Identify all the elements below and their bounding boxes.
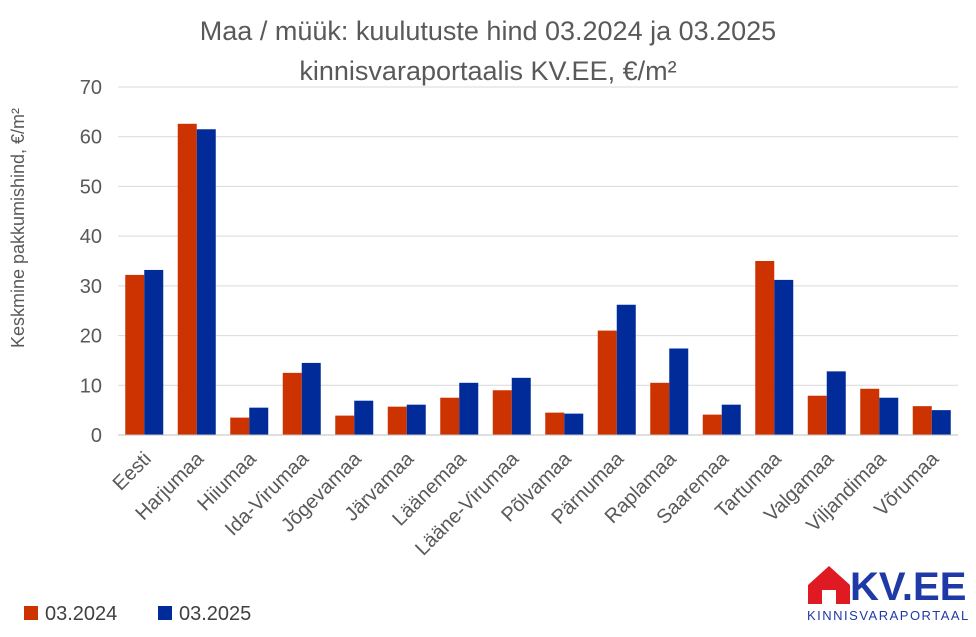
bar-03-2025-8 [564, 413, 584, 435]
bar-03-2025-1 [196, 129, 216, 435]
category-label: Eesti [109, 448, 156, 495]
bar-03-2024-12 [755, 261, 775, 435]
bar-03-2024-1 [177, 123, 197, 435]
bar-03-2025-11 [721, 404, 741, 435]
y-axis-label: Keskmine pakkumishind, €/m² [8, 108, 28, 348]
logo-text: KV.EE [850, 565, 966, 609]
bar-03-2024-14 [860, 388, 880, 435]
legend-label-03-2025: 03.2025 [179, 603, 251, 625]
bar-03-2024-10 [650, 382, 670, 435]
bar-03-2024-13 [807, 395, 827, 435]
bar-03-2025-15 [931, 410, 951, 435]
bar-03-2024-6 [440, 397, 460, 435]
y-tick-label: 60 [80, 127, 102, 149]
bar-03-2024-3 [282, 372, 302, 435]
logo-subtitle: KINNISVARAPORTAAL [807, 608, 970, 623]
bar-03-2024-0 [125, 274, 145, 435]
legend-swatch-03-2024 [24, 606, 38, 620]
legend: 03.2024 03.2025 [24, 603, 251, 625]
bar-03-2024-11 [702, 414, 722, 435]
bar-03-2024-9 [597, 330, 617, 435]
kv-ee-logo: KV.EE KINNISVARAPORTAAL [807, 565, 970, 623]
bar-03-2025-14 [879, 397, 899, 435]
y-tick-label: 0 [91, 425, 102, 447]
legend-swatch-03-2025 [158, 606, 172, 620]
y-tick-label: 40 [80, 226, 102, 248]
bar-03-2025-13 [826, 371, 846, 435]
house-icon [808, 566, 850, 604]
bar-03-2025-6 [459, 382, 479, 435]
bar-03-2025-0 [144, 269, 164, 435]
y-tick-label: 50 [80, 176, 102, 198]
bar-03-2024-2 [230, 417, 250, 435]
bar-03-2025-10 [669, 348, 689, 435]
bar-03-2025-4 [354, 400, 374, 435]
bar-03-2025-9 [616, 304, 636, 435]
bar-03-2024-7 [492, 390, 512, 435]
bar-03-2025-2 [249, 407, 269, 435]
bar-03-2025-5 [406, 404, 426, 435]
x-axis-categories: EestiHarjumaaHiiumaaIda-VirumaaJõgevamaa… [109, 447, 944, 560]
gridlines [118, 86, 958, 386]
y-tick-label: 70 [80, 77, 102, 99]
y-tick-label: 10 [80, 375, 102, 397]
chart-title-line-2: kinnisvaraportaalis KV.EE, €/m² [299, 56, 676, 86]
bars [125, 123, 951, 435]
bar-03-2024-4 [335, 415, 355, 435]
bar-03-2024-15 [912, 406, 932, 435]
y-tick-label: 30 [80, 276, 102, 298]
chart-title-line-1: Maa / müük: kuulutuste hind 03.2024 ja 0… [200, 16, 776, 46]
bar-03-2025-3 [301, 362, 321, 435]
bar-03-2025-12 [774, 279, 794, 435]
y-axis-ticks: 0 10 20 30 40 50 60 70 [80, 77, 102, 447]
bar-03-2024-8 [545, 412, 565, 435]
legend-label-03-2024: 03.2024 [45, 603, 117, 625]
bar-03-2024-5 [387, 406, 407, 435]
y-tick-label: 20 [80, 326, 102, 348]
bar-03-2025-7 [511, 377, 531, 435]
